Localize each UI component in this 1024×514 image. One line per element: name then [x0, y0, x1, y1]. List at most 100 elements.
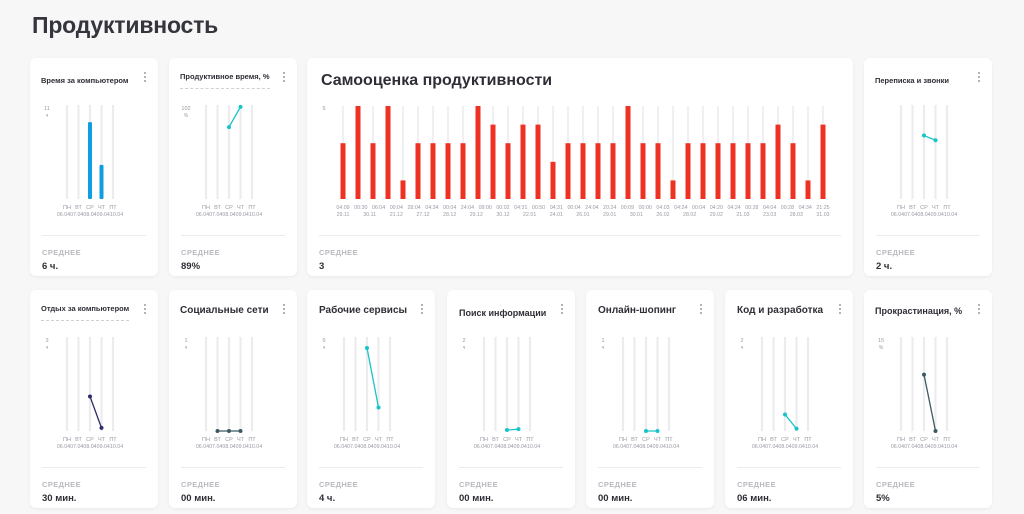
bar: [625, 106, 631, 199]
menu-dots-icon[interactable]: [279, 70, 289, 86]
bar: [655, 143, 661, 199]
bar: [430, 143, 436, 199]
average-value: 5%: [876, 493, 890, 504]
bar: [505, 143, 511, 199]
card-title: Самооценка продуктивности: [321, 72, 553, 89]
bar: [340, 143, 346, 199]
y-max-label: 11: [44, 106, 50, 112]
data-point: [227, 125, 231, 130]
menu-dots-icon[interactable]: [696, 302, 706, 318]
average-value: 2 ч.: [876, 261, 893, 272]
day-label: СР: [225, 205, 233, 211]
day-label: ВТ: [75, 205, 82, 211]
card-shopping[interactable]: Онлайн-шопинг 1 ч ПН ВТ СР ЧТ ПТ 06.0407.0408.0…: [586, 290, 714, 508]
bar: [610, 143, 616, 199]
date-label: 28.12: [443, 212, 456, 218]
date-label: 29.11: [337, 212, 350, 218]
menu-dots-icon[interactable]: [974, 302, 984, 318]
day-label: СР: [225, 437, 233, 443]
data-point: [365, 345, 369, 350]
day-label: ВТ: [214, 437, 221, 443]
data-point: [227, 429, 231, 433]
bar: [640, 143, 646, 199]
card-title: Время за компьютером: [41, 76, 129, 85]
bar: [475, 106, 481, 199]
dates-label: 06.0407.0408.0409.0410.04: [891, 444, 957, 450]
average-value: 89%: [181, 261, 201, 272]
card-dev[interactable]: Код и разработка 2 ч ПН ВТ СР ЧТ ПТ 06.0407.040…: [725, 290, 853, 508]
dates-label: 06.0407.0408.0409.0410.04: [196, 212, 262, 218]
day-label: ЧТ: [793, 437, 801, 443]
card-title: Поиск информации: [459, 308, 547, 318]
day-label: ЧТ: [375, 437, 383, 443]
data-point: [933, 138, 938, 143]
dates-label: 06.0407.0408.0409.0410.04: [474, 444, 540, 450]
time-label: 00:50: [532, 205, 545, 211]
day-label: ЧТ: [98, 205, 106, 211]
card-computer-time[interactable]: Время за компьютером 11 ч ПН ВТ СР ЧТ ПТ 06.040…: [30, 58, 158, 276]
card-title: Онлайн-шопинг: [598, 305, 677, 316]
menu-dots-icon[interactable]: [974, 70, 984, 86]
time-label: 24:04: [461, 205, 474, 211]
menu-dots-icon[interactable]: [279, 302, 289, 318]
series-line: [923, 134, 936, 141]
menu-dots-icon[interactable]: [557, 302, 567, 318]
bar: [745, 143, 751, 199]
day-label: СР: [642, 437, 650, 443]
date-label: 22.01: [523, 212, 536, 218]
date-label: 29.01: [603, 212, 616, 218]
date-label: 28.03: [790, 212, 803, 218]
card-self-assessment[interactable]: Самооценка продуктивности 5 04:09 00:30 06:…: [307, 58, 853, 276]
bar: [715, 143, 721, 199]
card-info-search[interactable]: Поиск информации 2 ч ПН ВТ СР ЧТ ПТ 06.0407.040…: [447, 290, 575, 508]
date-label: 30.12: [496, 212, 509, 218]
data-point: [922, 372, 926, 377]
time-label: 09:00: [479, 205, 492, 211]
average-value: 00 мин.: [598, 493, 633, 504]
bar: [820, 124, 826, 199]
y-max-label: 6: [322, 338, 325, 344]
day-label: ВТ: [214, 205, 221, 211]
card-messaging[interactable]: Переписка и звонки ПН ВТ СР ЧТ ПТ 06.0407.040…: [864, 58, 992, 276]
series-line: [228, 106, 242, 128]
dates-label: 06.0407.0408.0409.0410.04: [196, 444, 262, 450]
menu-dots-icon[interactable]: [140, 70, 150, 86]
card-social[interactable]: Социальные сети 1 ч ПН ВТ СР ЧТ ПТ 06.0407.0408…: [169, 290, 297, 508]
card-breaks[interactable]: Отдых за компьютером 3 ч ПН ВТ СР ЧТ ПТ 06.0407…: [30, 290, 158, 508]
menu-dots-icon[interactable]: [417, 302, 427, 318]
date-label: 21.03: [736, 212, 749, 218]
bar: [775, 124, 781, 199]
date-label: 29.12: [470, 212, 483, 218]
time-label: 00:09: [621, 205, 634, 211]
menu-dots-icon[interactable]: [140, 302, 150, 318]
y-unit-label: %: [184, 113, 189, 119]
card-procrastination[interactable]: Прокрастинация, % 15% ПН ВТ СР ЧТ ПТ 06.0407.0…: [864, 290, 992, 508]
card-work-services[interactable]: Рабочие сервисы 6 ч ПН ВТ СР ЧТ ПТ 06.0407.0408…: [307, 290, 435, 508]
bar: [520, 124, 526, 199]
date-label: 26.01: [576, 212, 589, 218]
time-label: 28:04: [407, 205, 420, 211]
bar: [460, 143, 466, 199]
data-point: [794, 426, 799, 431]
day-label: ПН: [897, 437, 905, 443]
date-label: 31.03: [816, 212, 829, 218]
day-label: ПН: [480, 437, 488, 443]
data-point: [376, 405, 381, 410]
menu-dots-icon[interactable]: [835, 302, 845, 318]
card-productive-time[interactable]: Продуктивное время, % 102% ПН ВТ СР ЧТ ПТ 06.0…: [169, 58, 297, 276]
average-label: СРЕДНЕЕ: [737, 480, 776, 489]
bar: [370, 143, 376, 199]
y-max-label: 3: [45, 338, 48, 344]
average-value: 00 мин.: [181, 493, 216, 504]
day-label: СР: [86, 205, 94, 211]
day-label: СР: [86, 437, 94, 443]
time-label: 04:04: [763, 205, 776, 211]
card-title: Продуктивное время, %: [180, 72, 270, 89]
dates-label: 06.0407.0408.0409.0410.04: [57, 444, 123, 450]
bar: [730, 143, 736, 199]
time-label: 00:30: [354, 205, 367, 211]
